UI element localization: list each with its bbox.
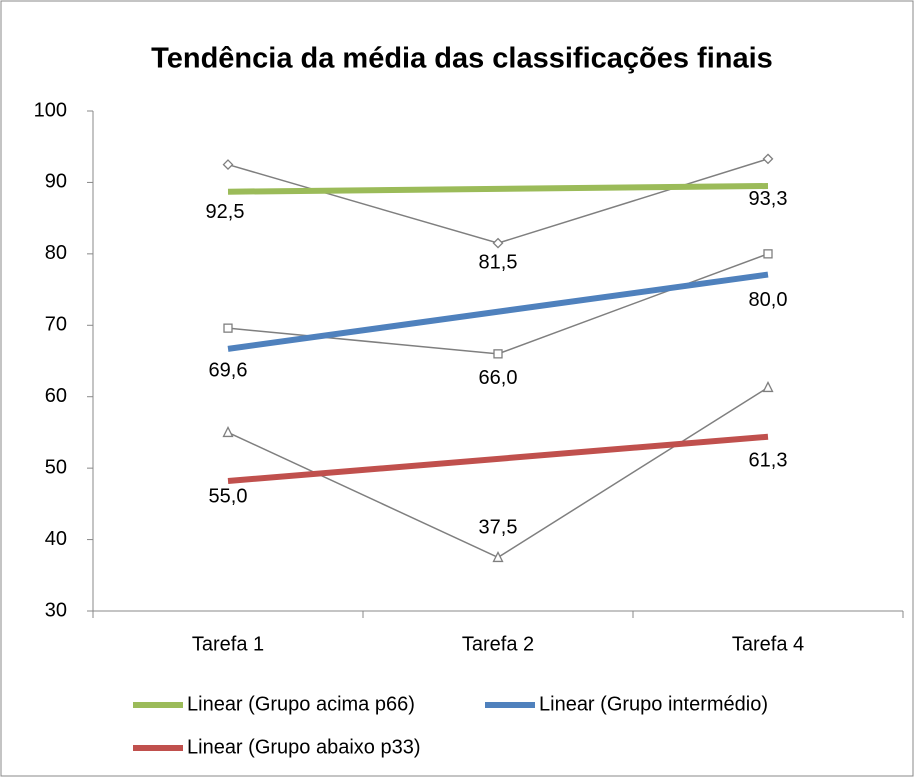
marker [222,425,234,438]
x-tick-label: Tarefa 4 [732,633,804,655]
y-tick-label: 40 [45,528,67,550]
marker [492,550,504,563]
value-label: 37,5 [479,517,518,539]
value-label: 93,3 [749,188,788,210]
marker [762,153,774,165]
y-tick-label: 30 [45,599,67,621]
marker [493,349,503,359]
legend-label: Linear (Grupo intermédio) [539,693,768,715]
y-tick-label: 50 [45,456,67,478]
value-label: 80,0 [749,289,788,311]
trend-line [227,271,769,352]
value-label: 61,3 [749,450,788,472]
value-label: 92,5 [206,201,245,223]
y-tick-label: 60 [45,385,67,407]
y-tick-label: 100 [34,99,67,121]
value-label: 81,5 [479,251,518,273]
value-label: 66,0 [479,367,518,389]
marker [492,237,504,249]
x-tick-label: Tarefa 2 [462,633,534,655]
marker [222,159,234,170]
y-tick-label: 80 [45,242,67,264]
y-tick-label: 70 [45,314,67,336]
marker [762,380,774,393]
marker [223,323,233,333]
legend-label: Linear (Grupo acima p66) [187,693,415,715]
value-label: 55,0 [209,486,248,508]
marker [763,249,773,259]
y-tick-label: 90 [45,171,67,193]
trend-line [227,183,769,195]
x-tick-label: Tarefa 1 [192,633,264,655]
legend-label: Linear (Grupo abaixo p33) [187,736,420,758]
chart-title: Tendência da média das classificações fi… [151,43,773,75]
value-label: 69,6 [209,359,248,381]
trend-line [227,433,769,484]
